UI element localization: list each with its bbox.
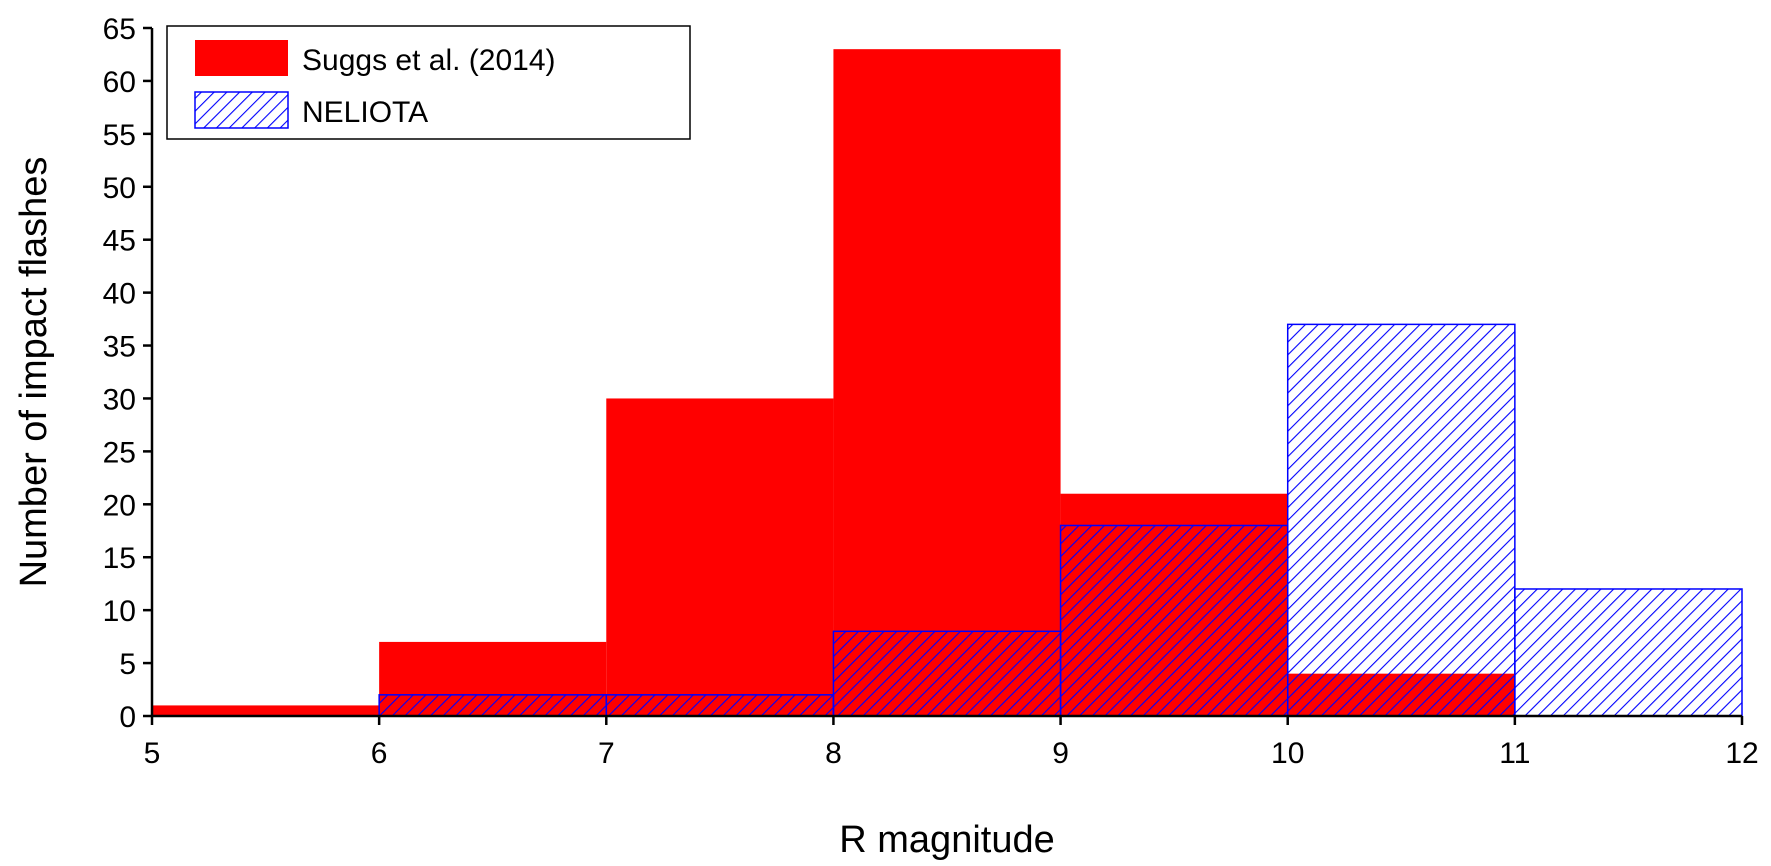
legend-swatch-suggs [195,40,288,76]
x-tick-label: 10 [1271,737,1304,770]
suggs-bar [833,49,1061,716]
neliota-bar [1059,524,1289,717]
y-tick-label: 25 [103,436,136,469]
y-tick-label: 65 [103,13,136,46]
x-tick-label: 8 [825,737,842,770]
x-tick-label: 12 [1725,737,1758,770]
legend-swatch-neliota [194,91,289,129]
neliota-bar [832,630,1062,717]
x-tick-label: 6 [371,737,388,770]
y-tick-label: 10 [103,595,136,628]
y-tick-label: 20 [103,489,136,522]
y-tick-label: 30 [103,383,136,416]
x-axis-title: R magnitude [839,819,1054,861]
y-tick-label: 35 [103,331,136,364]
suggs-bar [152,705,380,716]
x-tick-label: 9 [1052,737,1069,770]
legend-label-suggs: Suggs et al. (2014) [302,44,556,77]
suggs-bar [606,398,834,716]
x-tick-label: 7 [598,737,615,770]
plot-area [152,49,1743,717]
x-tick-label: 11 [1499,737,1530,770]
legend-label-neliota: NELIOTA [302,96,428,129]
y-tick-label: 55 [103,119,136,152]
neliota-bar [605,694,835,717]
y-tick-label: 45 [103,225,136,258]
y-axis-title: Number of impact flashes [13,157,55,588]
y-tick-label: 60 [103,66,136,99]
legend: Suggs et al. (2014) NELIOTA [166,25,691,140]
neliota-bar [378,694,608,717]
y-tick-label: 0 [119,701,136,734]
y-tick-label: 15 [103,542,136,575]
neliota-bar [1514,588,1743,717]
y-tick-label: 5 [119,648,136,681]
neliota-bar [1286,323,1516,717]
y-tick-label: 40 [103,278,136,311]
y-tick-label: 50 [103,172,136,205]
x-tick-label: 5 [144,737,161,770]
